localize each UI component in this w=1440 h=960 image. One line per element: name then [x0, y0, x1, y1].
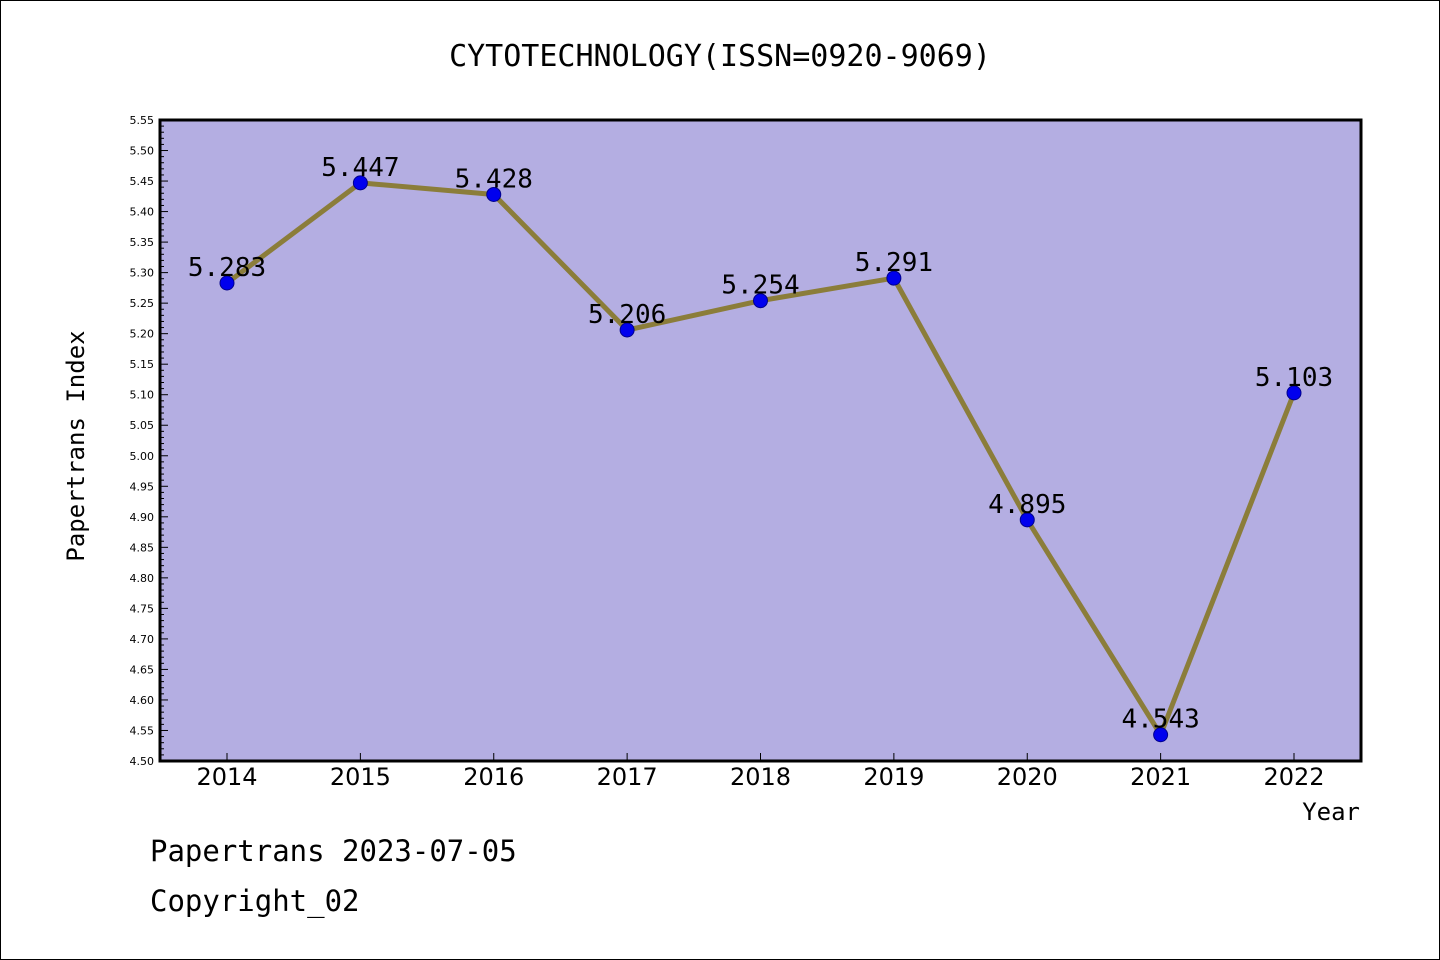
data-point	[352, 175, 368, 191]
y-tick-label: 5.05	[130, 419, 155, 432]
data-point	[1286, 385, 1302, 401]
chart-title: CYTOTECHNOLOGY(ISSN=0920-9069)	[449, 39, 991, 74]
y-tick-label: 4.95	[130, 480, 155, 493]
data-label: 5.206	[588, 300, 666, 330]
y-tick-label: 4.60	[130, 694, 155, 707]
data-point	[619, 322, 635, 338]
y-tick-label: 5.25	[130, 297, 155, 310]
y-tick-label: 4.80	[130, 572, 155, 585]
x-tick-label: 2018	[730, 763, 791, 791]
data-point	[753, 293, 768, 309]
x-tick-label: 2021	[1130, 763, 1191, 791]
x-tick-label: 2022	[1263, 763, 1324, 791]
y-tick-label: 4.90	[130, 511, 155, 524]
x-tick-label: 2019	[863, 763, 924, 791]
x-tick-label: 2020	[997, 763, 1058, 791]
data-label: 5.283	[188, 253, 266, 283]
y-tick-label: 5.20	[130, 328, 155, 341]
y-tick-label: 4.65	[130, 663, 155, 676]
y-tick-label: 4.55	[130, 724, 155, 737]
data-label: 5.103	[1255, 363, 1333, 393]
y-tick-label: 4.85	[130, 541, 155, 554]
x-axis: 2014 2015 2016 2017 2018 2019 2020 2021 2022	[196, 753, 1325, 791]
x-tick-label: 2017	[597, 763, 658, 791]
y-tick-label: 4.75	[130, 602, 155, 615]
data-point	[1019, 512, 1035, 528]
x-tick-label: 2016	[463, 763, 524, 791]
data-point	[219, 275, 235, 291]
plot-area	[158, 118, 1363, 763]
y-tick-label: 5.55	[130, 114, 155, 127]
footer-copyright: Copyright_02	[150, 884, 360, 918]
data-label: 5.428	[455, 164, 533, 194]
y-tick-label: 4.50	[130, 755, 155, 768]
data-label: 4.543	[1121, 705, 1199, 735]
y-tick-label: 5.35	[130, 236, 155, 249]
x-tick-label: 2015	[330, 763, 391, 791]
y-tick-label: 5.10	[130, 389, 155, 402]
y-tick-label: 5.00	[130, 450, 155, 463]
y-tick-label: 5.40	[130, 206, 155, 219]
data-label: 4.895	[988, 490, 1066, 520]
series: 5.283 5.447 5.428 5.206 5.254 5.291 4.895 4.543…	[188, 153, 1333, 743]
y-tick-label: 5.50	[130, 145, 155, 158]
data-label: 5.291	[855, 248, 933, 278]
data-point	[1153, 727, 1169, 743]
data-label: 5.447	[321, 153, 399, 183]
x-axis-label: Year	[1302, 798, 1360, 826]
y-axis: 4.50 4.55 4.60 4.65 4.70 4.75 4.80 4.85 4.90 4.95…	[130, 114, 168, 768]
data-point	[486, 186, 502, 202]
y-axis-label: Papertrans Index	[62, 330, 90, 561]
footer-date: Papertrans 2023-07-05	[150, 834, 517, 868]
y-tick-label: 4.70	[130, 633, 155, 646]
data-point	[886, 270, 902, 286]
y-tick-label: 5.45	[130, 175, 155, 188]
y-tick-label: 5.30	[130, 267, 155, 280]
x-tick-label: 2014	[196, 763, 257, 791]
y-tick-label: 5.15	[130, 358, 155, 371]
data-label: 5.254	[721, 271, 799, 301]
